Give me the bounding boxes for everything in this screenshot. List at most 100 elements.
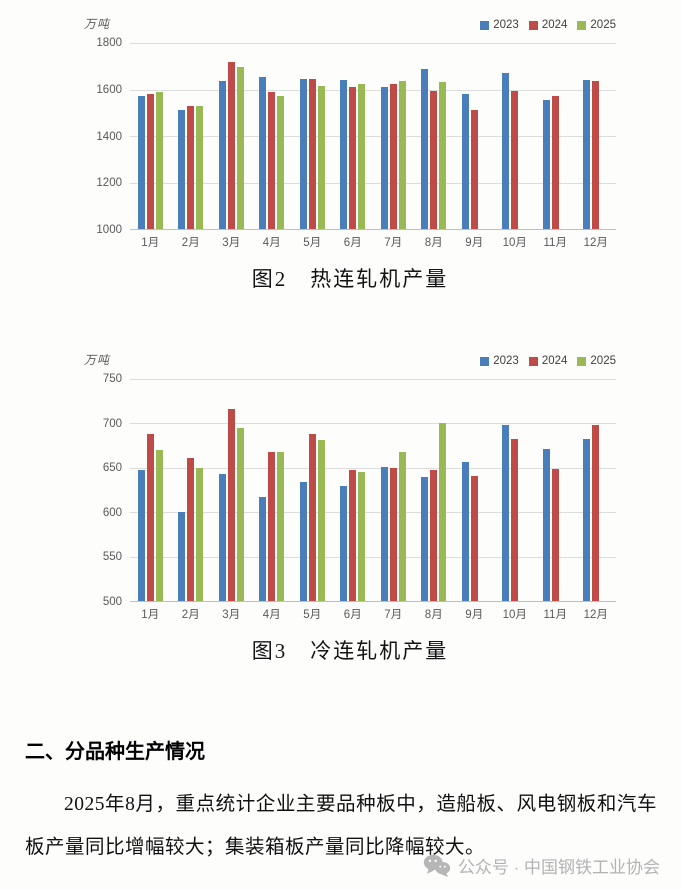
bar-2023-2月 (178, 512, 186, 601)
legend-label: 2023 (493, 355, 519, 367)
bar-2024-9月 (470, 109, 478, 229)
x-tick-label: 10月 (502, 609, 527, 621)
y-tick-label: 750 (102, 373, 122, 385)
bar-2023-5月 (299, 482, 307, 601)
legend-item-2023: 2023 (480, 355, 519, 367)
y-axis-unit-label: 万吨 (84, 353, 111, 367)
bar-group-12月 (576, 379, 617, 601)
bar-2023-8月 (421, 476, 429, 601)
figure-3-chart: 万吨 2023 2024 2025 500 550 600 650 700 750 1月 2… (84, 351, 616, 665)
bar-2025-3月 (236, 427, 244, 601)
bar-group-12月 (576, 43, 617, 229)
bar-group-9月 (454, 379, 495, 601)
x-tick-label: 1月 (141, 237, 160, 249)
legend-item-2024: 2024 (528, 19, 567, 31)
y-axis: 500 550 600 650 700 750 (84, 373, 130, 608)
bar-2024-5月 (308, 79, 316, 229)
bar-2025-3月 (236, 67, 244, 229)
bar-2025-5月 (317, 86, 325, 229)
watermark: 公众号 · 中国钢铁工业协会 (423, 853, 660, 878)
gridline (130, 89, 616, 91)
x-tick-label: 5月 (303, 609, 322, 621)
bar-2024-8月 (430, 470, 438, 601)
bar-2024-2月 (187, 458, 195, 601)
chart-body: 500 550 600 650 700 750 (84, 373, 617, 608)
bar-2024-8月 (430, 91, 438, 229)
y-tick-label: 1800 (96, 37, 122, 49)
bar-2023-11月 (542, 99, 550, 229)
bar-2024-7月 (389, 84, 397, 229)
bar-2024-6月 (349, 86, 357, 229)
watermark-text: 公众号 · 中国钢铁工业协会 (457, 858, 660, 877)
chart-legend: 2023 2024 2025 (480, 15, 616, 31)
x-tick-label: 12月 (583, 609, 608, 621)
bar-2025-1月 (155, 92, 163, 229)
x-axis: 1月 2月 3月 4月 5月 6月 7月 8月 9月 10月 11月 12月 (130, 234, 616, 250)
gridline (130, 136, 616, 137)
section-paragraph: 2025年8月，重点统计企业主要品种板中，造船板、风电钢板和汽车板产量同比增幅较… (25, 794, 657, 858)
bar-2023-12月 (583, 438, 591, 601)
bar-2024-4月 (268, 91, 276, 229)
x-tick-label: 8月 (424, 237, 443, 249)
bar-group-7月 (373, 43, 414, 229)
wechat-icon (423, 854, 451, 877)
bar-2024-2月 (187, 105, 195, 229)
bar-2023-7月 (380, 466, 388, 601)
legend-swatch-icon (480, 356, 490, 366)
bar-2025-2月 (196, 105, 204, 229)
x-tick-label: 1月 (141, 609, 160, 621)
x-tick-label: 7月 (384, 609, 403, 621)
x-axis: 1月 2月 3月 4月 5月 6月 7月 8月 9月 10月 11月 12月 (130, 606, 616, 622)
chart-header: 万吨 2023 2024 2025 (84, 15, 616, 35)
bar-groups (130, 43, 616, 229)
bar-2025-6月 (358, 472, 366, 601)
bar-2023-8月 (421, 69, 429, 229)
bar-2023-12月 (583, 80, 591, 229)
plot-area (130, 43, 616, 230)
x-tick-label: 6月 (343, 237, 362, 249)
bar-group-7月 (373, 379, 414, 601)
bar-group-3月 (211, 43, 252, 229)
bar-2024-9月 (470, 475, 478, 601)
bar-2023-1月 (137, 96, 145, 229)
gridline (130, 467, 616, 469)
x-tick-label: 11月 (543, 609, 567, 621)
x-tick-label: 3月 (222, 237, 241, 249)
bar-2024-10月 (511, 90, 519, 229)
bar-2023-11月 (542, 449, 550, 601)
gridline (130, 379, 616, 380)
bar-group-9月 (454, 43, 495, 229)
bar-2023-4月 (259, 77, 267, 229)
bar-group-8月 (414, 379, 455, 601)
legend-item-2025: 2025 (577, 355, 616, 367)
bar-2023-10月 (502, 425, 510, 601)
bar-group-5月 (292, 379, 333, 601)
bar-2023-1月 (137, 469, 145, 601)
legend-label: 2025 (590, 19, 616, 31)
x-tick-label: 10月 (502, 237, 527, 249)
bar-group-2月 (171, 379, 212, 601)
chart-body: 1000 1200 1400 1600 1800 (84, 37, 616, 236)
y-tick-label: 1200 (96, 177, 122, 190)
bar-2025-1月 (155, 450, 163, 601)
y-tick-label: 1400 (96, 130, 122, 143)
bar-group-2月 (171, 43, 212, 229)
y-tick-label: 500 (102, 596, 122, 608)
figure-caption: 图3 冷连轧机产量 (251, 639, 449, 663)
bar-group-11月 (535, 379, 576, 601)
bar-2023-9月 (461, 93, 469, 229)
bar-group-6月 (333, 379, 374, 601)
legend-item-2023: 2023 (480, 19, 519, 31)
figure-caption: 图2 热连轧机产量 (251, 267, 449, 291)
y-tick-label: 650 (102, 462, 122, 475)
bar-2025-4月 (277, 451, 285, 601)
x-tick-label: 3月 (222, 609, 241, 621)
y-tick-label: 550 (102, 551, 122, 564)
bar-group-1月 (130, 43, 171, 229)
bar-2024-1月 (146, 94, 154, 229)
gridline (130, 182, 616, 184)
legend-label: 2023 (493, 19, 519, 31)
x-tick-label: 9月 (465, 237, 484, 249)
x-tick-label: 6月 (343, 609, 362, 621)
bar-2024-3月 (227, 61, 235, 229)
